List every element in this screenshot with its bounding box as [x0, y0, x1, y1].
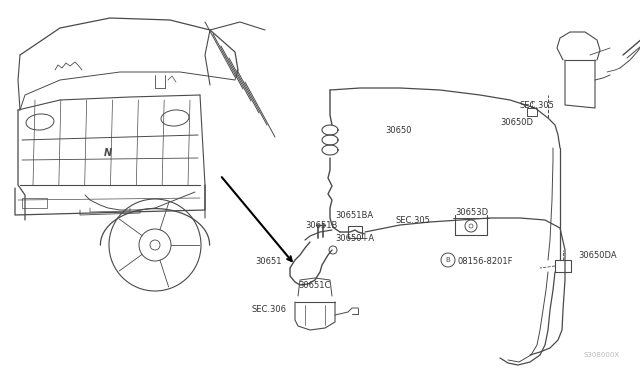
Bar: [348, 226, 362, 238]
Text: SEC.305: SEC.305: [395, 215, 430, 224]
Text: 30651: 30651: [255, 257, 282, 266]
Text: 30650: 30650: [385, 125, 412, 135]
Text: 30651C: 30651C: [298, 280, 330, 289]
Text: 30651BA: 30651BA: [335, 211, 373, 219]
Bar: [527, 108, 537, 116]
Bar: [555, 260, 571, 272]
Text: 30650D: 30650D: [500, 118, 533, 126]
Text: 08156-8201F: 08156-8201F: [458, 257, 513, 266]
Bar: [22, 198, 47, 208]
Text: B: B: [445, 257, 451, 263]
Text: S308000X: S308000X: [584, 352, 620, 358]
Text: 30653D: 30653D: [455, 208, 488, 217]
Text: SEC.306: SEC.306: [252, 305, 287, 314]
Text: N: N: [104, 148, 112, 158]
Text: SEC.305: SEC.305: [520, 100, 555, 109]
Circle shape: [441, 253, 455, 267]
Text: 30650DA: 30650DA: [578, 250, 616, 260]
Text: 30651B: 30651B: [305, 221, 337, 230]
Text: 30650+A: 30650+A: [335, 234, 374, 243]
